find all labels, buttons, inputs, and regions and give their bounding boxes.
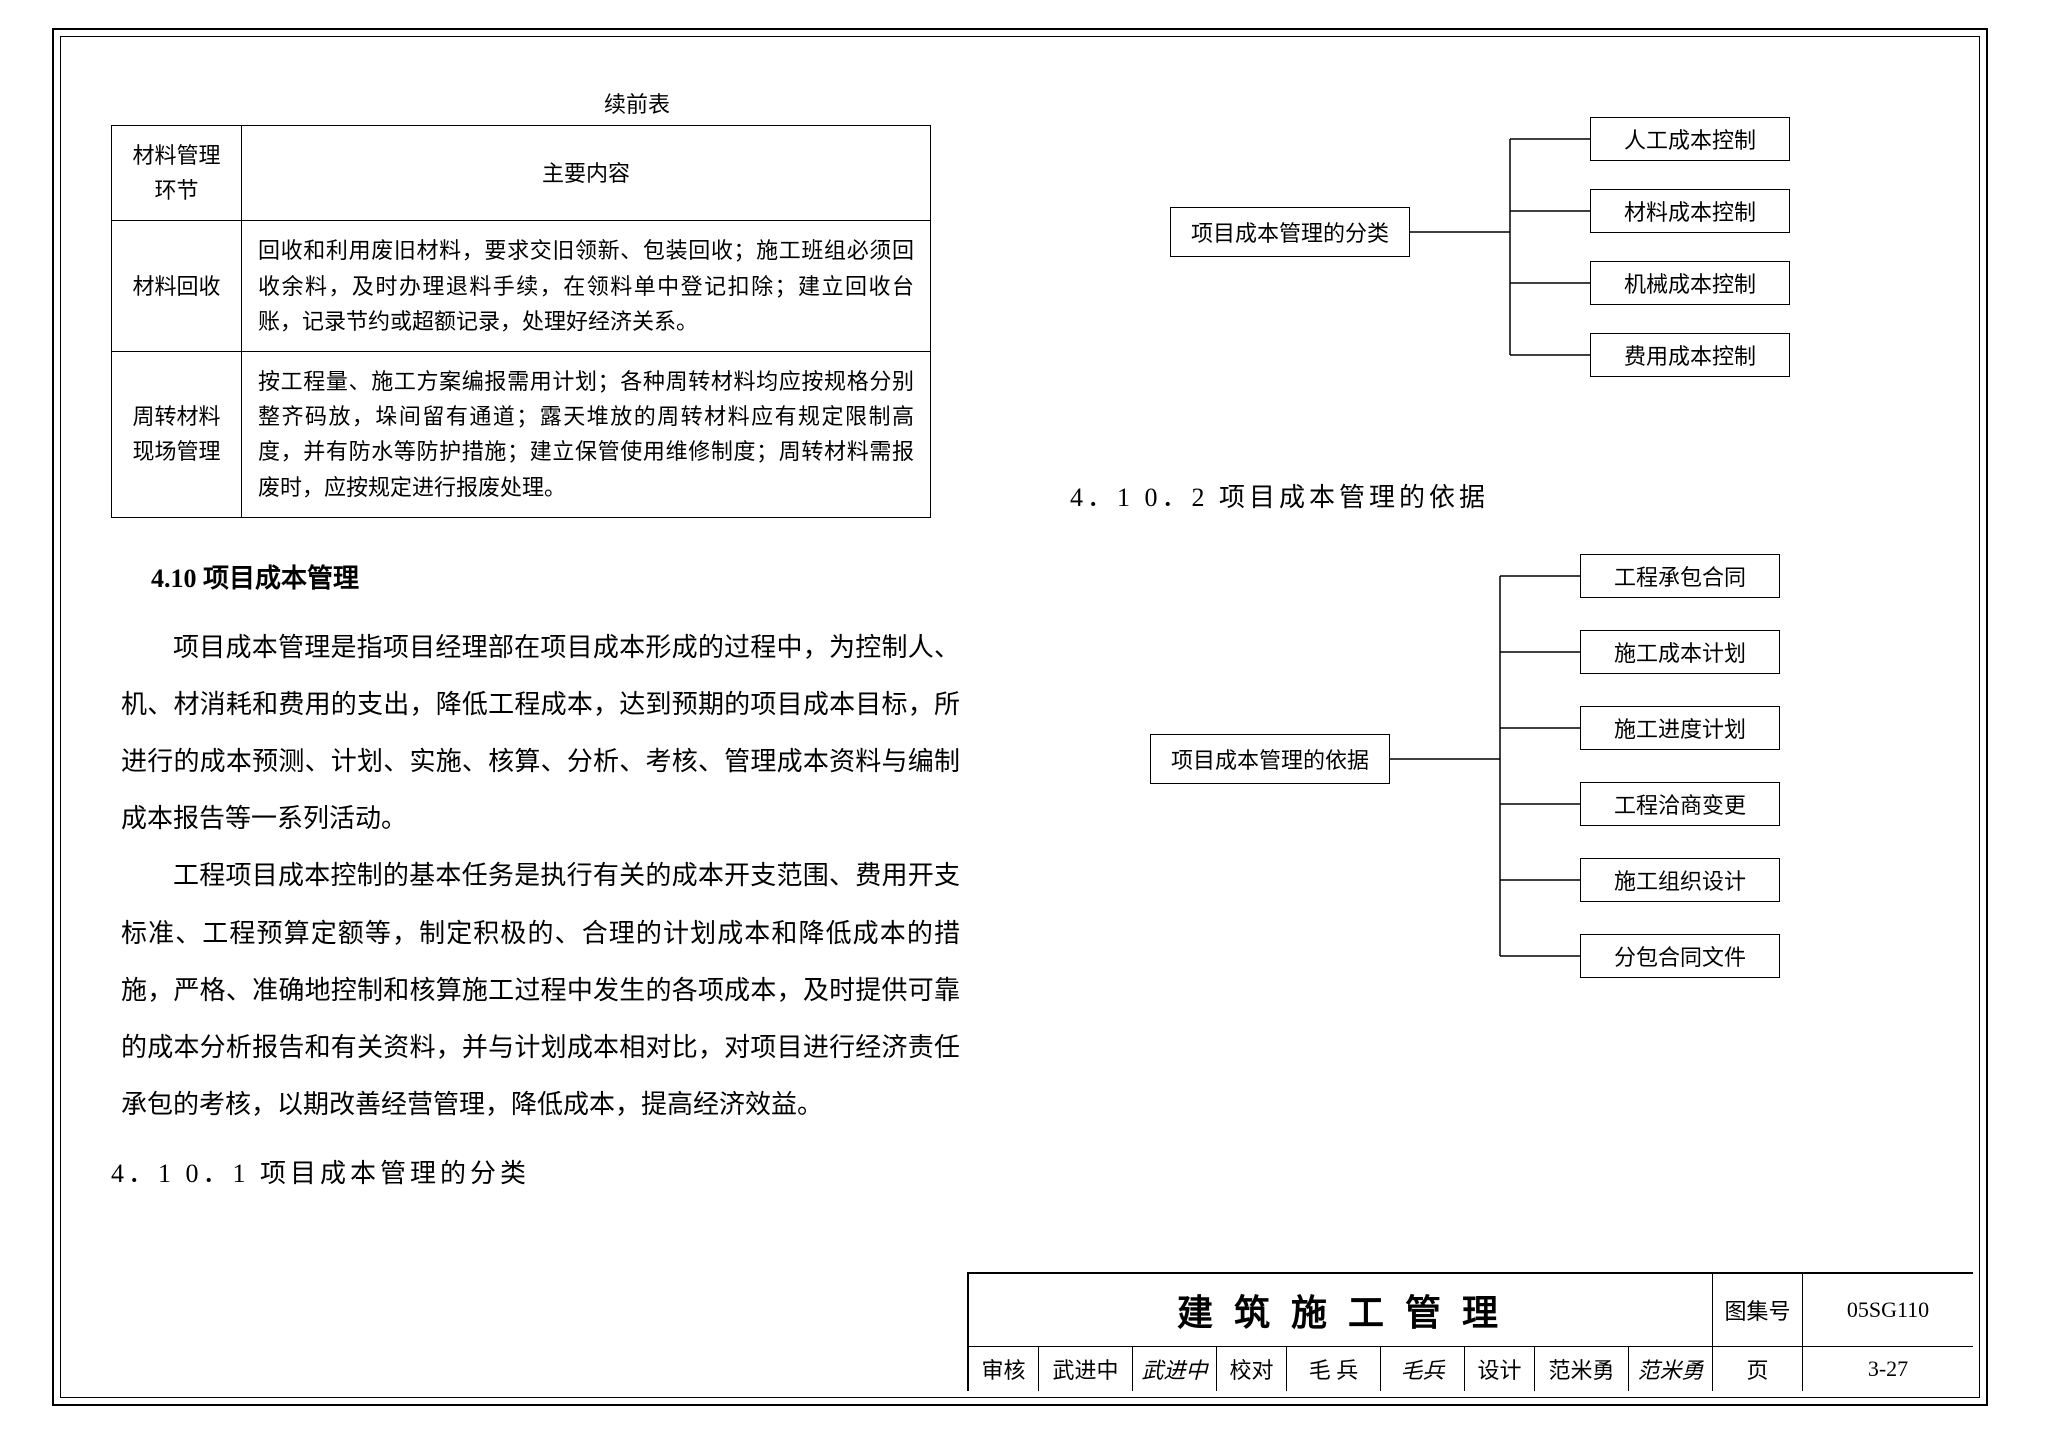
table-row: 周转材料现场管理 按工程量、施工方案编报需用计划；各种周转材料均应按规格分别整齐… <box>112 351 931 517</box>
material-table: 材料管理环节 主要内容 材料回收 回收和利用废旧材料，要求交旧领新、包装回收；施… <box>111 125 931 518</box>
tree-diagram-basis: 项目成本管理的依据 工程承包合同施工成本计划施工进度计划工程洽商变更施工组织设计分… <box>1110 544 1929 1024</box>
subsection-title-4-10-1: 4．1 0．1 项目成本管理的分类 <box>111 1153 970 1190</box>
table-row: 材料回收 回收和利用废旧材料，要求交旧领新、包装回收；施工班组必须回收余料，及时… <box>112 221 931 352</box>
tree-root-box: 项目成本管理的依据 <box>1150 734 1390 784</box>
page-label: 页 <box>1713 1347 1803 1391</box>
title-block-row-2: 审核 武进中 武进中 校对 毛 兵 毛兵 设计 范米勇 范米勇 页 3-27 <box>969 1347 1973 1391</box>
table-row-content: 回收和利用废旧材料，要求交旧领新、包装回收；施工班组必须回收余料，及时办理退料手… <box>242 221 931 352</box>
right-column: 项目成本管理的分类 人工成本控制材料成本控制机械成本控制费用成本控制 4．1 0．… <box>1050 57 1949 1297</box>
outer-frame: 续前表 材料管理环节 主要内容 材料回收 回收和利用废旧材料，要求交旧领新、包装… <box>52 28 1988 1406</box>
drawing-title: 建 筑 施 工 管 理 <box>969 1274 1713 1346</box>
drawing-set-number: 05SG110 <box>1803 1274 1973 1346</box>
subsection-title-4-10-2: 4．1 0．2 项目成本管理的依据 <box>1070 477 1929 514</box>
tree-diagram-classification: 项目成本管理的分类 人工成本控制材料成本控制机械成本控制费用成本控制 <box>1110 107 1929 427</box>
section-title-4-10: 4.10 项目成本管理 <box>151 558 970 595</box>
body-paragraph: 工程项目成本控制的基本任务是执行有关的成本开支范围、费用开支标准、工程预算定额等… <box>121 847 960 1133</box>
table-header-col2: 主要内容 <box>242 126 931 221</box>
tree-leaf-box: 人工成本控制 <box>1590 117 1790 161</box>
designer-label: 设计 <box>1465 1347 1535 1391</box>
tree-leaf-box: 施工组织设计 <box>1580 858 1780 902</box>
tree-leaf-box: 机械成本控制 <box>1590 261 1790 305</box>
table-caption: 续前表 <box>111 87 970 119</box>
table-header-row: 材料管理环节 主要内容 <box>112 126 931 221</box>
body-paragraph: 项目成本管理是指项目经理部在项目成本形成的过程中，为控制人、机、材消耗和费用的支… <box>121 619 960 848</box>
table-row-label: 材料回收 <box>112 221 242 352</box>
title-block-row-1: 建 筑 施 工 管 理 图集号 05SG110 <box>969 1274 1973 1347</box>
tree-leaf-box: 施工成本计划 <box>1580 630 1780 674</box>
reviewer-label: 审核 <box>969 1347 1039 1391</box>
table-row-label: 周转材料现场管理 <box>112 351 242 517</box>
table-header-col1: 材料管理环节 <box>112 126 242 221</box>
designer-name: 范米勇 <box>1535 1347 1629 1391</box>
left-column: 续前表 材料管理环节 主要内容 材料回收 回收和利用废旧材料，要求交旧领新、包装… <box>91 57 990 1297</box>
content-area: 续前表 材料管理环节 主要内容 材料回收 回收和利用废旧材料，要求交旧领新、包装… <box>91 57 1949 1297</box>
tree-leaf-box: 工程洽商变更 <box>1580 782 1780 826</box>
checker-name: 毛 兵 <box>1287 1347 1381 1391</box>
checker-signature: 毛兵 <box>1381 1347 1465 1391</box>
tree-root-box: 项目成本管理的分类 <box>1170 207 1410 257</box>
tree-leaf-box: 施工进度计划 <box>1580 706 1780 750</box>
page-number: 3-27 <box>1803 1347 1973 1391</box>
designer-signature: 范米勇 <box>1629 1347 1713 1391</box>
drawing-set-label: 图集号 <box>1713 1274 1803 1346</box>
tree-connector-svg <box>1110 107 1910 427</box>
tree-leaf-box: 费用成本控制 <box>1590 333 1790 377</box>
reviewer-signature: 武进中 <box>1133 1347 1217 1391</box>
tree-leaf-box: 工程承包合同 <box>1580 554 1780 598</box>
tree-leaf-box: 材料成本控制 <box>1590 189 1790 233</box>
tree-leaf-box: 分包合同文件 <box>1580 934 1780 978</box>
title-block: 建 筑 施 工 管 理 图集号 05SG110 审核 武进中 武进中 校对 毛 … <box>967 1272 1973 1391</box>
inner-frame: 续前表 材料管理环节 主要内容 材料回收 回收和利用废旧材料，要求交旧领新、包装… <box>60 36 1980 1398</box>
tree-connector-svg <box>1110 544 1910 1024</box>
reviewer-name: 武进中 <box>1039 1347 1133 1391</box>
checker-label: 校对 <box>1217 1347 1287 1391</box>
table-row-content: 按工程量、施工方案编报需用计划；各种周转材料均应按规格分别整齐码放，垛间留有通道… <box>242 351 931 517</box>
